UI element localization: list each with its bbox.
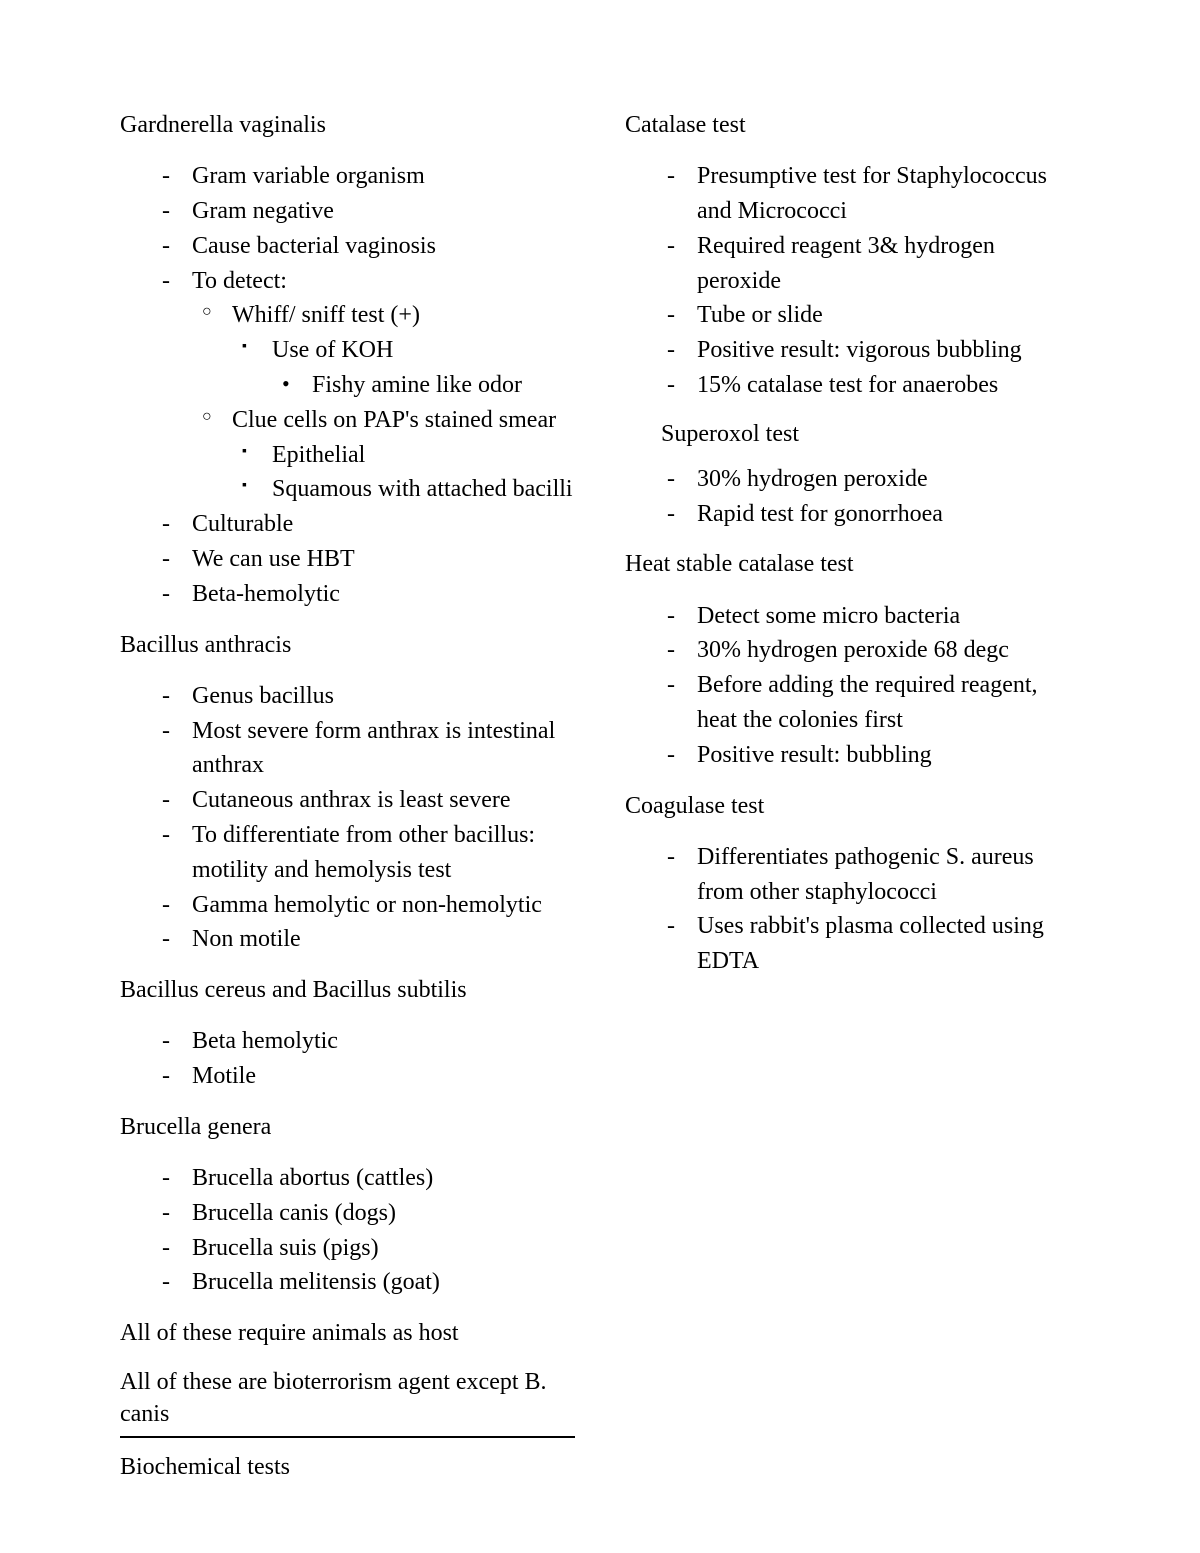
list-item: Genus bacillus xyxy=(120,679,575,714)
list-item: 15% catalase test for anaerobes xyxy=(625,368,1080,403)
list-item: Tube or slide xyxy=(625,298,1080,333)
list-item: Gram variable organism xyxy=(120,159,575,194)
heading-brucella: Brucella genera xyxy=(120,1112,575,1143)
list-item: Brucella suis (pigs) xyxy=(120,1231,575,1266)
list-gardnerella: Gram variable organism Gram negative Cau… xyxy=(120,159,575,611)
heading-heat: Heat stable catalase test xyxy=(625,549,1080,580)
list-cereus: Beta hemolytic Motile xyxy=(120,1024,575,1094)
heading-biochem: Biochemical tests xyxy=(120,1452,575,1483)
heading-superoxol: Superoxol test xyxy=(661,421,1080,448)
list-item: Before adding the required reagent, heat… xyxy=(625,668,1080,738)
list-item: Squamous with attached bacilli xyxy=(120,472,575,507)
list-item: Rapid test for gonorrhoea xyxy=(625,497,1080,532)
brucella-note-1: All of these require animals as host xyxy=(120,1318,575,1349)
list-item: Required reagent 3& hydrogen peroxide xyxy=(625,229,1080,299)
list-item: To differentiate from other bacillus: mo… xyxy=(120,818,575,888)
list-item: Cutaneous anthrax is least severe xyxy=(120,783,575,818)
list-item: Positive result: bubbling xyxy=(625,738,1080,773)
list-item: To detect: xyxy=(120,264,575,299)
list-item: Presumptive test for Staphylococcus and … xyxy=(625,159,1080,229)
heading-anthracis: Bacillus anthracis xyxy=(120,630,575,661)
list-item: We can use HBT xyxy=(120,542,575,577)
list-item: Epithelial xyxy=(120,438,575,473)
list-item: Clue cells on PAP's stained smear xyxy=(120,403,575,438)
list-item: Non motile xyxy=(120,922,575,957)
brucella-note-2: All of these are bioterrorism agent exce… xyxy=(120,1367,575,1429)
list-item: Uses rabbit's plasma collected using EDT… xyxy=(625,909,1080,979)
list-item: Beta hemolytic xyxy=(120,1024,575,1059)
list-anthracis: Genus bacillus Most severe form anthrax … xyxy=(120,679,575,957)
list-item: Motile xyxy=(120,1059,575,1094)
heading-gardnerella: Gardnerella vaginalis xyxy=(120,110,575,141)
list-item: 30% hydrogen peroxide xyxy=(625,462,1080,497)
list-item: Gamma hemolytic or non-hemolytic xyxy=(120,888,575,923)
heading-cereus: Bacillus cereus and Bacillus subtilis xyxy=(120,975,575,1006)
list-item: Fishy amine like odor xyxy=(120,368,575,403)
list-item: Whiff/ sniff test (+) xyxy=(120,298,575,333)
list-item: Positive result: vigorous bubbling xyxy=(625,333,1080,368)
list-item: Culturable xyxy=(120,507,575,542)
list-item: Most severe form anthrax is intestinal a… xyxy=(120,714,575,784)
list-coagulase: Differentiates pathogenic S. aureus from… xyxy=(625,840,1080,979)
list-catalase: Presumptive test for Staphylococcus and … xyxy=(625,159,1080,403)
heading-coagulase: Coagulase test xyxy=(625,791,1080,822)
list-item: Brucella abortus (cattles) xyxy=(120,1161,575,1196)
list-heat: Detect some micro bacteria 30% hydrogen … xyxy=(625,599,1080,773)
list-item: Cause bacterial vaginosis xyxy=(120,229,575,264)
list-item: Brucella melitensis (goat) xyxy=(120,1265,575,1300)
list-item: Use of KOH xyxy=(120,333,575,368)
list-item: Differentiates pathogenic S. aureus from… xyxy=(625,840,1080,910)
list-item: Beta-hemolytic xyxy=(120,577,575,612)
list-item: Gram negative xyxy=(120,194,575,229)
heading-catalase: Catalase test xyxy=(625,110,1080,141)
section-divider xyxy=(120,1436,575,1438)
list-superoxol: 30% hydrogen peroxide Rapid test for gon… xyxy=(625,462,1080,532)
list-brucella: Brucella abortus (cattles) Brucella cani… xyxy=(120,1161,575,1300)
document-page: Gardnerella vaginalis Gram variable orga… xyxy=(0,0,1200,1553)
list-item: 30% hydrogen peroxide 68 degc xyxy=(625,633,1080,668)
list-item: Detect some micro bacteria xyxy=(625,599,1080,634)
list-item: Brucella canis (dogs) xyxy=(120,1196,575,1231)
